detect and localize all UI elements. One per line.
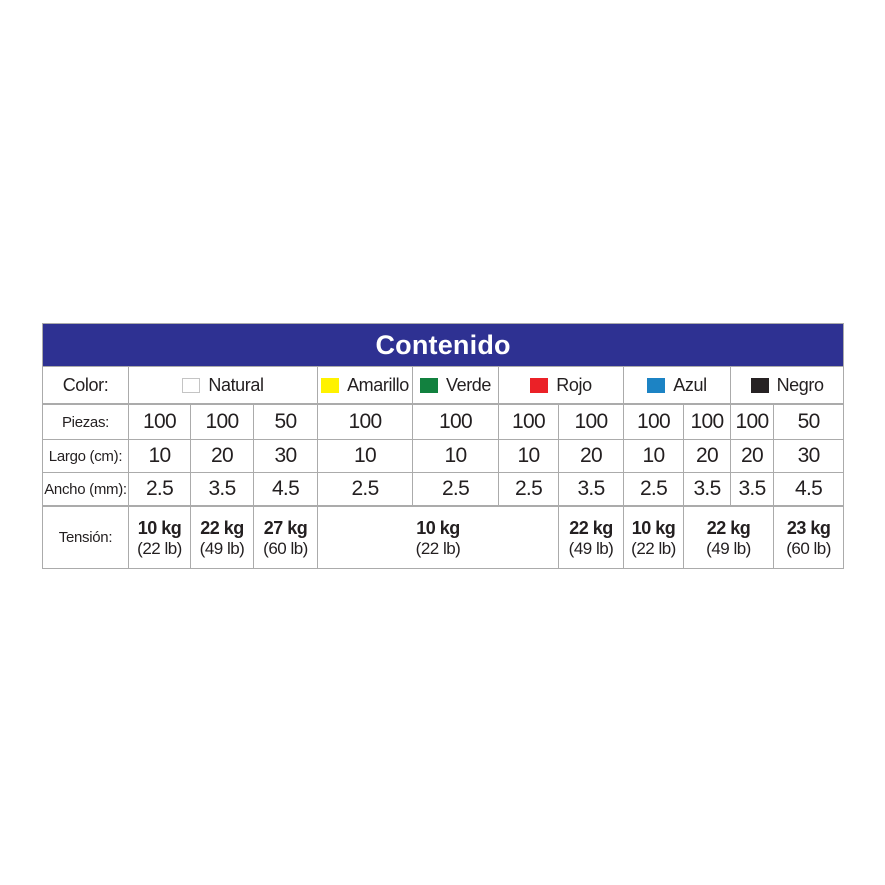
tension-value: 10 kg (22 lb) bbox=[128, 505, 191, 569]
color-swatch-amarillo bbox=[321, 377, 340, 393]
tension-lb: (22 lb) bbox=[631, 538, 676, 558]
color-name-negro: Negro bbox=[776, 374, 824, 395]
tension-kg: 22 kg bbox=[569, 517, 613, 538]
tension-lb: (49 lb) bbox=[199, 538, 245, 558]
tension-lb: (60 lb) bbox=[263, 538, 308, 558]
width-value: 3.5 bbox=[730, 472, 774, 507]
pieces-value: 100 bbox=[683, 403, 731, 440]
table-title: Contenido bbox=[41, 323, 845, 367]
pieces-value: 100 bbox=[190, 403, 254, 440]
color-name-natural: Natural bbox=[208, 374, 264, 395]
length-value: 10 bbox=[128, 439, 191, 473]
color-swatch-azul bbox=[647, 377, 666, 393]
row-label-length: Largo (cm): bbox=[42, 439, 129, 473]
tension-value: 10 kg (22 lb) bbox=[317, 505, 559, 569]
color-cell-azul: Azul bbox=[623, 366, 731, 405]
width-value: 2.5 bbox=[623, 472, 684, 507]
color-name-azul: Azul bbox=[673, 374, 707, 395]
color-cell-negro: Negro bbox=[729, 366, 845, 405]
tension-lb: (49 lb) bbox=[568, 538, 614, 558]
tension-kg: 22 kg bbox=[706, 517, 751, 538]
row-label-width: Ancho (mm): bbox=[42, 472, 129, 507]
color-swatch-verde bbox=[419, 377, 438, 393]
pieces-value: 100 bbox=[412, 403, 499, 440]
title-row: Contenido bbox=[41, 323, 845, 367]
color-cell-amarillo: Amarillo bbox=[317, 366, 413, 405]
tension-value: 22 kg (49 lb) bbox=[190, 505, 254, 569]
pieces-value: 100 bbox=[317, 403, 413, 440]
pieces-value: 100 bbox=[730, 403, 774, 440]
color-name-amarillo: Amarillo bbox=[347, 374, 409, 395]
tension-lb: (60 lb) bbox=[786, 538, 831, 558]
pieces-value: 50 bbox=[772, 403, 845, 440]
color-row: Color: Natural Amarillo Verde Rojo Azul … bbox=[42, 366, 845, 405]
tension-value: 22 kg (49 lb) bbox=[558, 505, 624, 569]
width-value: 2.5 bbox=[128, 472, 191, 507]
pieces-value: 50 bbox=[253, 403, 318, 440]
pieces-value: 100 bbox=[558, 403, 624, 440]
color-swatch-negro bbox=[750, 377, 769, 393]
length-value: 10 bbox=[412, 439, 499, 473]
tension-kg: 10 kg bbox=[631, 517, 676, 538]
tension-value: 10 kg (22 lb) bbox=[623, 505, 684, 569]
length-value: 30 bbox=[253, 439, 318, 473]
length-row: Largo (cm): 10 20 30 10 10 10 20 10 20 2… bbox=[42, 439, 845, 473]
width-value: 3.5 bbox=[558, 472, 624, 507]
length-value: 30 bbox=[772, 439, 845, 473]
row-label-color: Color: bbox=[42, 366, 129, 405]
width-value: 2.5 bbox=[412, 472, 499, 507]
row-label-tension: Tensión: bbox=[42, 505, 129, 569]
width-value: 2.5 bbox=[498, 472, 559, 507]
length-value: 20 bbox=[730, 439, 774, 473]
pieces-value: 100 bbox=[498, 403, 559, 440]
tension-kg: 22 kg bbox=[200, 517, 244, 538]
tension-lb: (22 lb) bbox=[415, 538, 461, 558]
tension-value: 23 kg (60 lb) bbox=[772, 505, 845, 569]
tension-kg: 10 kg bbox=[416, 517, 460, 538]
width-row: Ancho (mm): 2.5 3.5 4.5 2.5 2.5 2.5 3.5 … bbox=[42, 472, 845, 507]
width-value: 4.5 bbox=[772, 472, 845, 507]
row-label-pieces: Piezas: bbox=[42, 403, 129, 440]
width-value: 2.5 bbox=[317, 472, 413, 507]
length-value: 10 bbox=[623, 439, 684, 473]
length-value: 20 bbox=[683, 439, 731, 473]
tension-kg: 27 kg bbox=[263, 517, 308, 538]
width-value: 3.5 bbox=[190, 472, 254, 507]
pieces-value: 100 bbox=[128, 403, 191, 440]
content-spec-table: Contenido Color: Natural Amarillo Verde … bbox=[41, 323, 845, 569]
length-value: 10 bbox=[317, 439, 413, 473]
tension-kg: 23 kg bbox=[786, 517, 831, 538]
tension-row: Tensión: 10 kg (22 lb) 22 kg (49 lb) 27 … bbox=[42, 505, 845, 569]
color-swatch-natural bbox=[182, 377, 201, 393]
color-cell-natural: Natural bbox=[128, 366, 318, 405]
tension-lb: (49 lb) bbox=[706, 538, 751, 558]
length-value: 20 bbox=[558, 439, 624, 473]
tension-kg: 10 kg bbox=[137, 517, 182, 538]
width-value: 3.5 bbox=[683, 472, 731, 507]
color-name-rojo: Rojo bbox=[556, 374, 592, 395]
color-name-verde: Verde bbox=[445, 374, 492, 395]
color-swatch-rojo bbox=[530, 377, 549, 393]
width-value: 4.5 bbox=[253, 472, 318, 507]
length-value: 10 bbox=[498, 439, 559, 473]
tension-lb: (22 lb) bbox=[137, 538, 182, 558]
length-value: 20 bbox=[190, 439, 254, 473]
tension-value: 22 kg (49 lb) bbox=[683, 505, 774, 569]
color-cell-verde: Verde bbox=[412, 366, 499, 405]
pieces-value: 100 bbox=[623, 403, 684, 440]
tension-value: 27 kg (60 lb) bbox=[253, 505, 318, 569]
color-cell-rojo: Rojo bbox=[498, 366, 624, 405]
pieces-row: Piezas: 100 100 50 100 100 100 100 100 1… bbox=[42, 403, 845, 440]
